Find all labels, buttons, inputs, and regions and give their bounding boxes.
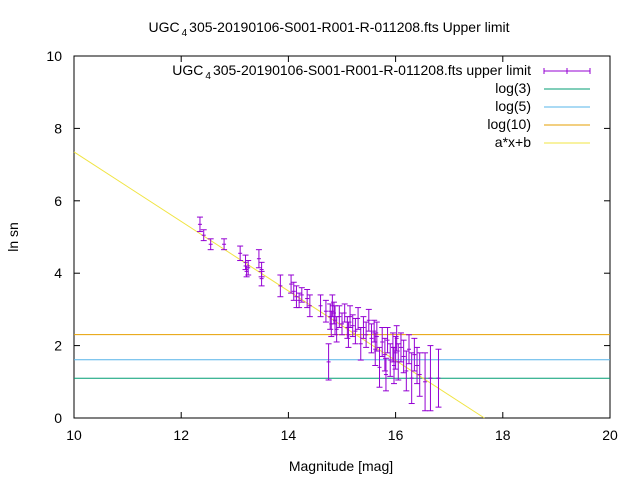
data-point: [384, 327, 391, 354]
data-point: [403, 350, 410, 392]
data-point: [288, 274, 295, 294]
data-point: [242, 254, 249, 271]
data-point: [341, 303, 348, 323]
data-point: [255, 249, 262, 269]
y-tick-label: 4: [54, 265, 62, 281]
legend-label-log10: log(10): [487, 116, 531, 132]
data-point: [207, 238, 214, 251]
x-tick-label: 12: [173, 427, 189, 443]
data-point: [293, 285, 300, 309]
y-tick-label: 2: [54, 338, 62, 354]
data-point: [365, 308, 372, 332]
data-point: [258, 270, 265, 287]
plot-frame: [73, 55, 611, 419]
x-tick-label: 20: [602, 427, 618, 443]
y-axis-label: ln sn: [5, 222, 21, 252]
data-point: [422, 352, 429, 412]
data-point: [298, 287, 305, 303]
data-point: [368, 323, 375, 354]
data-point: [387, 343, 394, 377]
legend-label-upper-limit: UGC 4 305-20190106-S001-R001-R-011208.fts …: [172, 62, 531, 82]
data-point: [397, 332, 404, 363]
data-point: [317, 294, 324, 318]
data-point: [427, 345, 434, 412]
data-point: [379, 327, 386, 357]
data-point: [373, 321, 380, 352]
fit-line: [73, 151, 485, 419]
data-point: [306, 294, 313, 318]
data-point: [349, 314, 356, 338]
x-tick-label: 10: [66, 427, 82, 443]
chart-title: UGC 4 305-20190106-S001-R001-R-011208.fts …: [148, 19, 509, 39]
data-point: [355, 307, 362, 330]
data-point: [416, 352, 423, 397]
legend-label-log3: log(3): [495, 80, 531, 96]
data-point: [414, 346, 421, 385]
data-point: [363, 321, 370, 348]
data-point: [245, 260, 252, 276]
data-point: [408, 352, 415, 405]
x-tick-label: 16: [388, 427, 404, 443]
data-point: [277, 274, 284, 298]
legend: UGC 4 305-20190106-S001-R001-R-011208.fts …: [172, 62, 591, 150]
data-point: [435, 348, 442, 408]
y-tick-label: 0: [54, 410, 62, 426]
data-point: [360, 316, 367, 339]
data-point: [237, 245, 244, 262]
x-axis-label: Magnitude [mag]: [289, 458, 393, 474]
data-point: [357, 327, 364, 361]
data-point: [325, 343, 332, 381]
data-point: [290, 281, 297, 301]
y-tick-label: 10: [46, 48, 62, 64]
data-point: [400, 339, 407, 374]
data-point: [304, 288, 311, 309]
legend-label-log5: log(5): [495, 98, 531, 114]
threshold-lines: [74, 334, 610, 379]
data-point: [406, 334, 412, 365]
data-point: [411, 337, 418, 372]
data-point: [392, 336, 399, 370]
y-tick-label: 8: [54, 120, 62, 136]
fit-line-group: [73, 151, 485, 419]
legend-label-fit: a*x+b: [495, 134, 531, 150]
x-tick-label: 14: [281, 427, 297, 443]
data-point: [381, 337, 388, 372]
data-points: [196, 216, 442, 412]
data-point: [376, 346, 383, 388]
data-point: [371, 319, 378, 343]
axes: 10 12 14 16 18 20 0 2 4 6 8 10: [46, 48, 618, 443]
y-tick-label: 6: [54, 193, 62, 209]
data-point: [200, 229, 207, 242]
data-point: [347, 305, 354, 328]
data-point: [382, 357, 389, 392]
x-tick-label: 18: [495, 427, 511, 443]
data-point: [296, 292, 303, 309]
data-point: [221, 238, 228, 251]
data-point: [352, 317, 359, 345]
data-point: [322, 299, 329, 323]
data-point: [336, 305, 343, 328]
data-point: [196, 216, 203, 233]
